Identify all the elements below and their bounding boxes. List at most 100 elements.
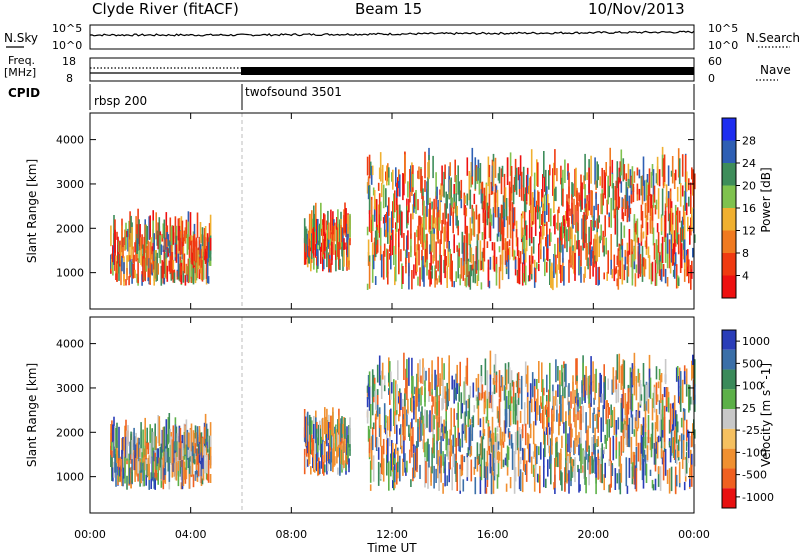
scatter-cell bbox=[539, 405, 541, 421]
scatter-cell bbox=[558, 413, 560, 436]
scatter-cell bbox=[192, 268, 195, 285]
scatter-cell bbox=[614, 208, 617, 235]
scatter-cell bbox=[486, 450, 489, 467]
scatter-cell bbox=[113, 215, 115, 245]
scatter-cell bbox=[163, 468, 166, 480]
scatter-cell bbox=[395, 380, 397, 402]
scatter-cell bbox=[343, 460, 345, 468]
scatter-cell bbox=[498, 398, 501, 428]
scatter-cell bbox=[494, 190, 497, 218]
xtick-label: 12:00 bbox=[376, 528, 408, 541]
colorbar-swatch bbox=[722, 230, 736, 253]
scatter-cell bbox=[396, 192, 398, 206]
scatter-cell bbox=[368, 385, 371, 411]
scatter-cell bbox=[161, 429, 164, 453]
scatter-cell bbox=[471, 416, 474, 424]
scatter-cell bbox=[439, 254, 441, 283]
scatter-cell bbox=[611, 410, 614, 428]
scatter-cell bbox=[394, 411, 396, 434]
scatter-cell bbox=[115, 428, 117, 457]
scatter-cell bbox=[624, 424, 627, 437]
scatter-cell bbox=[610, 460, 612, 488]
scatter-cell bbox=[692, 247, 694, 258]
scatter-cell bbox=[429, 262, 431, 287]
scatter-cell bbox=[592, 251, 594, 263]
scatter-cell bbox=[536, 379, 538, 390]
scatter-cell bbox=[197, 250, 200, 269]
scatter-cell bbox=[538, 446, 540, 456]
scatter-cell bbox=[524, 187, 527, 213]
scatter-cell bbox=[575, 358, 577, 385]
scatter-cell bbox=[180, 441, 183, 468]
scatter-cell bbox=[173, 441, 176, 458]
scatter-cell bbox=[171, 252, 174, 280]
scatter-cell bbox=[525, 234, 528, 252]
scatter-cell bbox=[561, 364, 563, 387]
colorbar-tick-label: 1000 bbox=[742, 335, 770, 348]
scatter-cell bbox=[382, 184, 385, 209]
scatter-cell bbox=[401, 424, 403, 446]
scatter-cell bbox=[339, 239, 341, 249]
scatter-cell bbox=[191, 260, 194, 283]
scatter-cell bbox=[539, 465, 541, 476]
scatter-cell bbox=[129, 211, 131, 239]
scatter-cell bbox=[595, 368, 597, 393]
scatter-cell bbox=[513, 177, 516, 193]
scatter-cell bbox=[448, 371, 450, 402]
scatter-cell bbox=[411, 357, 413, 381]
scatter-cell bbox=[645, 179, 648, 201]
scatter-cell bbox=[577, 399, 579, 407]
scatter-cell bbox=[623, 418, 626, 439]
scatter-cell bbox=[556, 441, 558, 458]
colorbar-swatch bbox=[722, 208, 736, 231]
scatter-cell bbox=[386, 248, 388, 278]
scatter-cell bbox=[393, 245, 395, 266]
scatter-cell bbox=[526, 365, 529, 384]
scatter-cell bbox=[518, 258, 521, 285]
scatter-cell bbox=[137, 208, 139, 239]
scatter-cell bbox=[504, 409, 507, 428]
scatter-cell bbox=[159, 235, 162, 264]
scatter-cell bbox=[427, 162, 429, 192]
scatter-cell bbox=[598, 236, 600, 257]
scatter-cell bbox=[676, 421, 679, 433]
scatter-cell bbox=[628, 457, 631, 478]
scatter-cell bbox=[439, 441, 441, 457]
scatter-cell bbox=[391, 382, 393, 394]
scatter-cell bbox=[425, 461, 427, 484]
scatter-cell bbox=[186, 234, 189, 255]
scatter-cell bbox=[567, 163, 569, 177]
scatter-cell bbox=[176, 271, 179, 280]
scatter-cell bbox=[436, 186, 438, 200]
scatter-cell bbox=[175, 244, 178, 263]
scatter-cell bbox=[507, 362, 510, 384]
scatter-cell bbox=[470, 228, 473, 241]
scatter-cell bbox=[589, 456, 591, 475]
scatter-cell bbox=[191, 442, 194, 463]
scatter-cell bbox=[559, 251, 561, 274]
scatter-cell bbox=[507, 390, 510, 409]
scatter-cell bbox=[338, 444, 340, 457]
scatter-cell bbox=[423, 265, 425, 287]
scatter-cell bbox=[643, 449, 646, 462]
colorbar-swatch bbox=[722, 275, 736, 298]
scatter-cell bbox=[417, 427, 419, 447]
scatter-cell bbox=[561, 222, 563, 245]
scatter-cell bbox=[449, 179, 451, 199]
scatter-cell bbox=[370, 199, 373, 220]
scatter-cell bbox=[479, 443, 482, 456]
scatter-cell bbox=[684, 154, 687, 182]
scatter-cell bbox=[642, 437, 645, 446]
scatter-cell bbox=[462, 242, 465, 271]
scatter-cell bbox=[491, 242, 494, 251]
scatter-cell bbox=[593, 444, 595, 455]
scatter-cell bbox=[673, 173, 676, 189]
scatter-cell bbox=[322, 439, 324, 462]
colorbar-swatch bbox=[722, 389, 736, 410]
scatter-cell bbox=[133, 427, 135, 450]
scatter-cell bbox=[431, 405, 433, 432]
scatter-cell bbox=[510, 166, 513, 194]
scatter-cell bbox=[137, 455, 139, 476]
scatter-cell bbox=[685, 451, 688, 474]
